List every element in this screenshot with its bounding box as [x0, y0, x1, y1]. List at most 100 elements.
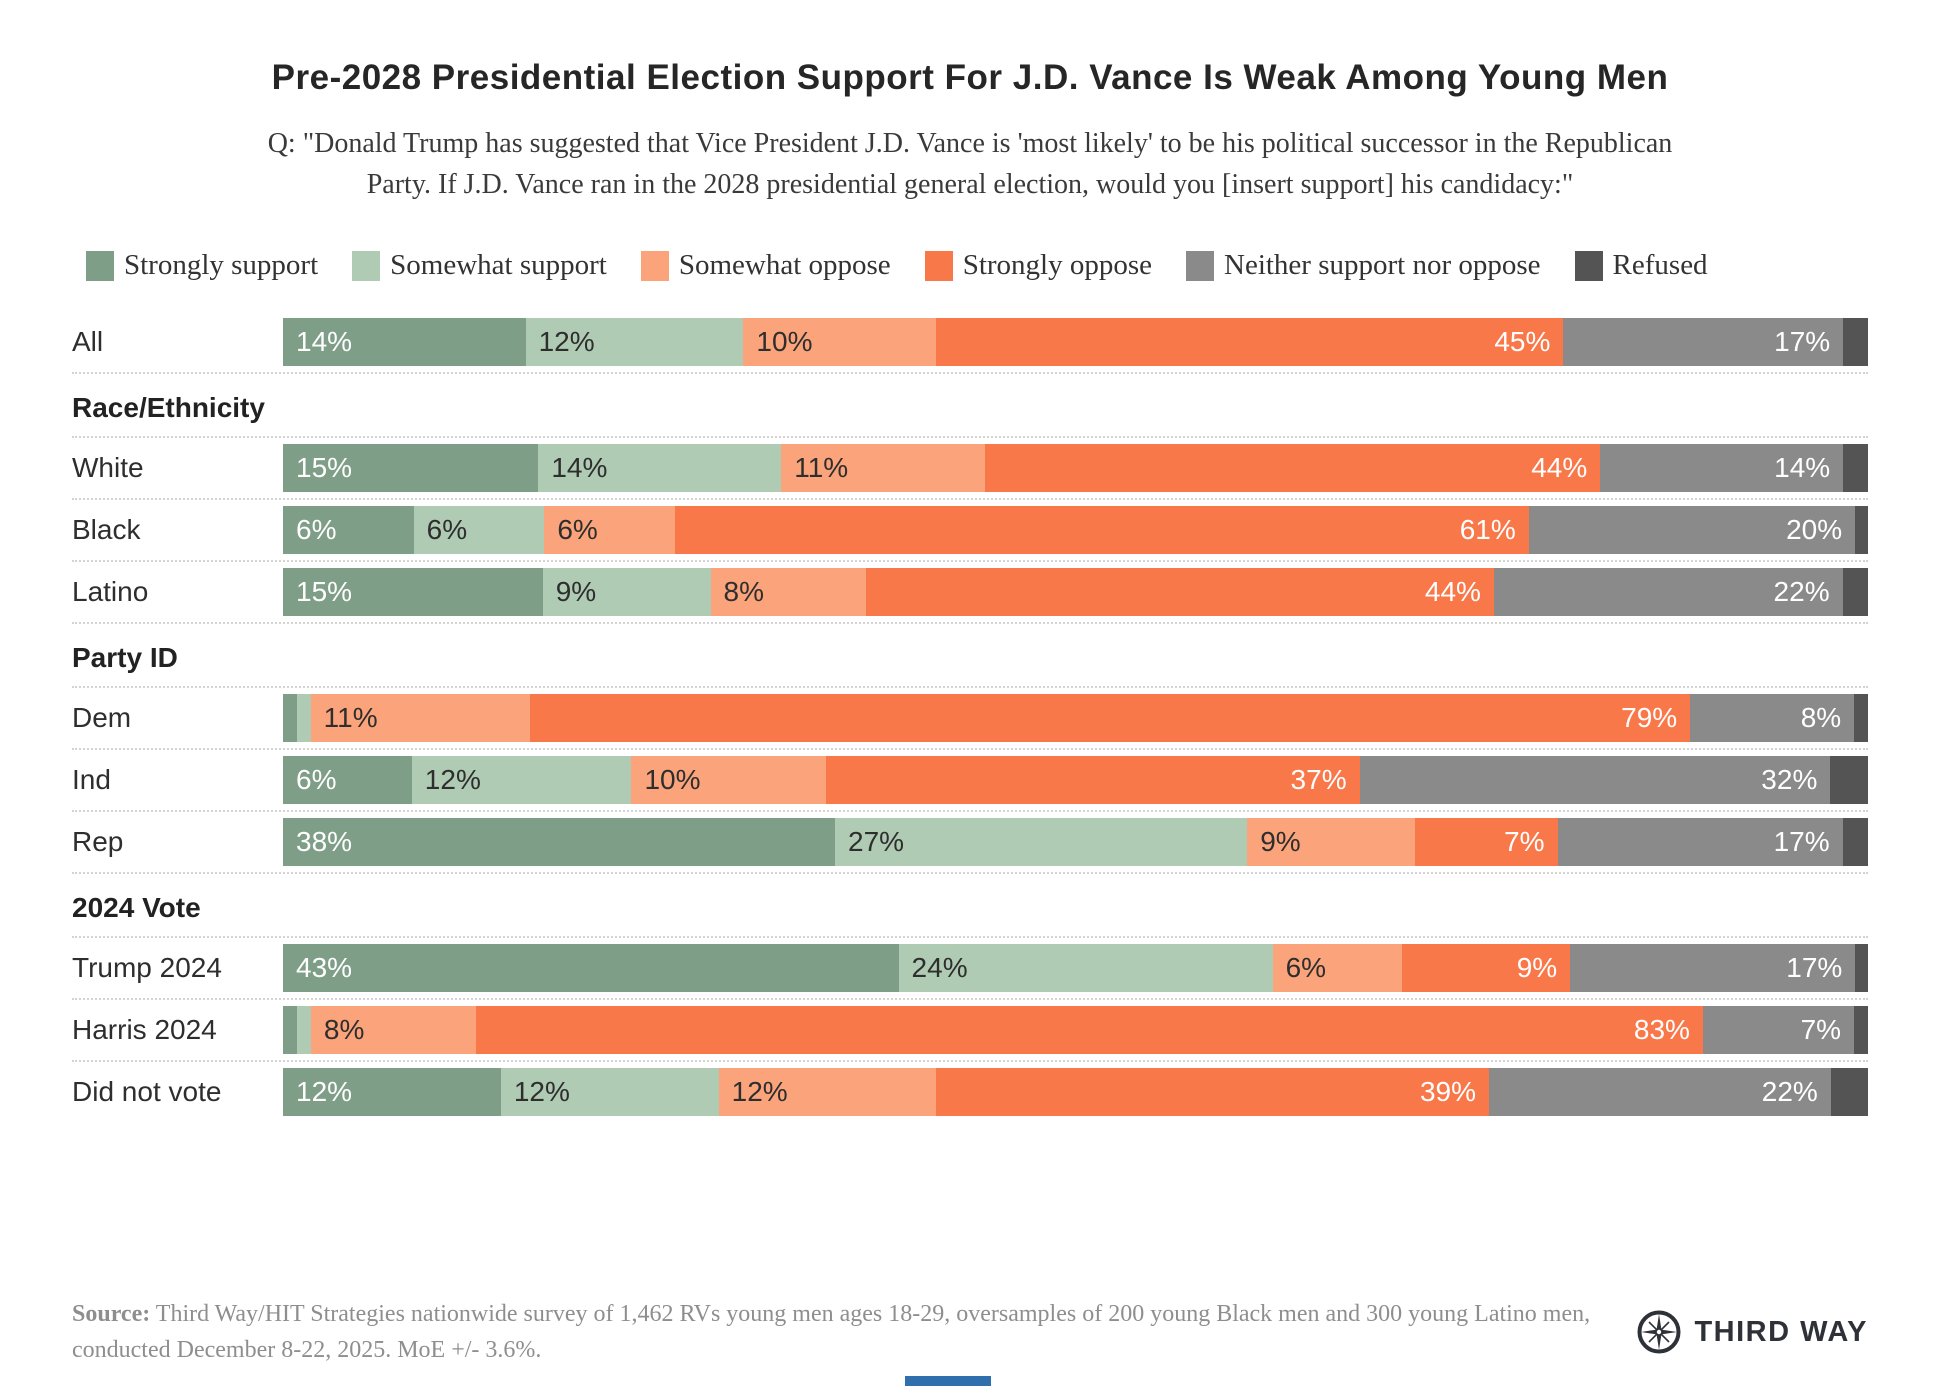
legend-swatch — [1574, 250, 1603, 281]
segment-value: 9% — [1260, 826, 1301, 858]
segment-strongly-oppose: 83% — [475, 1006, 1703, 1055]
segment-strongly-oppose: 7% — [1415, 818, 1558, 867]
segment-neither-support-nor-oppose: 22% — [1493, 568, 1843, 617]
segment-value: 6% — [296, 764, 337, 796]
section-header-2024-vote: 2024 Vote — [72, 880, 1868, 939]
segment-value: 44% — [1424, 576, 1481, 608]
segment-neither-support-nor-oppose: 17% — [1570, 944, 1856, 993]
segment-strongly-oppose: 39% — [936, 1068, 1489, 1117]
section-header-party-id: Party ID — [72, 630, 1868, 689]
segment-strongly-oppose: 45% — [936, 318, 1564, 367]
bar-row-trump-2024: Trump 2024 43% 24% 6% 9% 17% — [72, 944, 1868, 1001]
section-header-race-ethnicity: Race/Ethnicity — [72, 380, 1868, 439]
row-label: Black — [72, 514, 141, 546]
bar-row-white: White 15% 14% 11% 44% 14% — [72, 444, 1869, 501]
logo-wordmark: THIRD WAY — [1694, 1315, 1868, 1348]
stacked-bar: 11% 79% 8% — [283, 694, 1868, 743]
legend-label: Refused — [1612, 249, 1708, 282]
segment-neither-support-nor-oppose: 22% — [1489, 1068, 1831, 1117]
segment-value: 14% — [296, 326, 353, 358]
row-label: Ind — [72, 764, 111, 796]
segment-refused — [1855, 506, 1868, 555]
segment-value: 12% — [513, 1076, 570, 1108]
segment-value: 12% — [296, 1076, 353, 1108]
row-label: Harris 2024 — [72, 1014, 217, 1046]
segment-value: 6% — [426, 514, 468, 546]
bar-row-dem: Dem 11% 79% 8% — [72, 694, 1868, 751]
section-label: Party ID — [72, 642, 178, 674]
stacked-bar: 43% 24% 6% 9% 17% — [283, 944, 1868, 993]
segment-strongly-support: 6% — [283, 756, 412, 805]
segment-neither-support-nor-oppose: 7% — [1702, 1006, 1855, 1055]
legend: Strongly support Somewhat support Somewhat… — [86, 249, 1880, 282]
bar-row-ind: Ind 6% 12% 10% 37% 32% — [72, 756, 1868, 813]
segment-strongly-support: 38% — [283, 818, 835, 867]
segment-value: 15% — [296, 452, 353, 484]
section-label: 2024 Vote — [72, 892, 201, 924]
stacked-bar: 14% 12% 10% 45% 17% — [283, 318, 1868, 367]
bar-row-black: Black 6% 6% 6% 61% 20% — [72, 506, 1868, 563]
stacked-bar: 6% 6% 6% 61% 20% — [283, 506, 1868, 555]
segment-value: 8% — [323, 1014, 365, 1046]
compass-star-icon — [1637, 1310, 1681, 1354]
stacked-bar: 15% 9% 8% 44% 22% — [283, 568, 1869, 617]
segment-neither-support-nor-oppose: 32% — [1359, 756, 1831, 805]
legend-item-somewhat-support: Somewhat support — [352, 249, 607, 282]
segment-value: 12% — [731, 1076, 788, 1108]
segment-refused — [1842, 818, 1869, 867]
legend-item-strongly-support: Strongly support — [86, 249, 318, 282]
survey-question: Q: "Donald Trump has suggested that Vice… — [267, 128, 1673, 200]
segment-value: 32% — [1761, 764, 1818, 796]
segment-somewhat-support: 27% — [835, 818, 1248, 867]
source-label: Source: — [72, 1301, 151, 1327]
segment-strongly-oppose: 44% — [984, 444, 1601, 493]
row-label: Rep — [72, 826, 124, 858]
segment-somewhat-oppose: 6% — [1272, 944, 1403, 993]
legend-swatch — [924, 250, 953, 281]
segment-somewhat-oppose: 12% — [718, 1068, 937, 1117]
row-label: White — [72, 452, 144, 484]
segment-value: 22% — [1773, 576, 1830, 608]
segment-value: 6% — [557, 514, 598, 546]
legend-swatch — [640, 250, 669, 281]
segment-refused — [1843, 444, 1869, 493]
segment-neither-support-nor-oppose: 20% — [1528, 506, 1856, 555]
legend-item-somewhat-oppose: Somewhat oppose — [640, 249, 891, 282]
segment-somewhat-support: 12% — [411, 756, 632, 805]
stacked-bar: 8% 83% 7% — [283, 1006, 1869, 1055]
segment-value: 6% — [1285, 952, 1327, 984]
segment-value: 7% — [1800, 1014, 1842, 1046]
segment-somewhat-support: 24% — [898, 944, 1273, 993]
legend-item-refused: Refused — [1574, 249, 1708, 282]
segment-somewhat-oppose: 9% — [1247, 818, 1416, 867]
row-label: Trump 2024 — [72, 952, 222, 984]
segment-value: 9% — [555, 576, 597, 608]
segment-strongly-support: 15% — [283, 444, 539, 493]
segment-strongly-support — [283, 694, 297, 743]
legend-label: Somewhat support — [390, 249, 607, 282]
stacked-bar: 12% 12% 12% 39% 22% — [283, 1068, 1868, 1117]
page-title: Pre-2028 Presidential Election Support F… — [271, 58, 1669, 97]
segment-somewhat-oppose: 8% — [310, 1006, 476, 1055]
segment-value: 9% — [1516, 952, 1558, 984]
segment-refused — [1854, 694, 1868, 743]
segment-value: 20% — [1786, 514, 1843, 546]
segment-refused — [1830, 1068, 1868, 1117]
footer: Source: Third Way/HIT Strategies nationw… — [72, 1296, 1868, 1368]
segment-value: 10% — [644, 764, 701, 796]
segment-strongly-oppose: 44% — [865, 568, 1494, 617]
segment-strongly-oppose: 61% — [674, 506, 1529, 555]
segment-refused — [1830, 756, 1868, 805]
segment-value: 22% — [1761, 1076, 1818, 1108]
segment-value: 61% — [1459, 514, 1516, 546]
segment-strongly-support: 14% — [283, 318, 526, 367]
bar-row-rep: Rep 38% 27% 9% 7% 17% — [72, 818, 1869, 875]
segment-value: 15% — [296, 576, 353, 608]
legend-swatch — [1186, 250, 1214, 281]
segment-strongly-oppose: 37% — [826, 756, 1360, 805]
segment-value: 14% — [551, 452, 608, 484]
segment-refused — [1842, 568, 1869, 617]
segment-neither-support-nor-oppose: 8% — [1690, 694, 1855, 743]
segment-strongly-oppose: 79% — [529, 694, 1691, 743]
segment-somewhat-support — [296, 694, 311, 743]
